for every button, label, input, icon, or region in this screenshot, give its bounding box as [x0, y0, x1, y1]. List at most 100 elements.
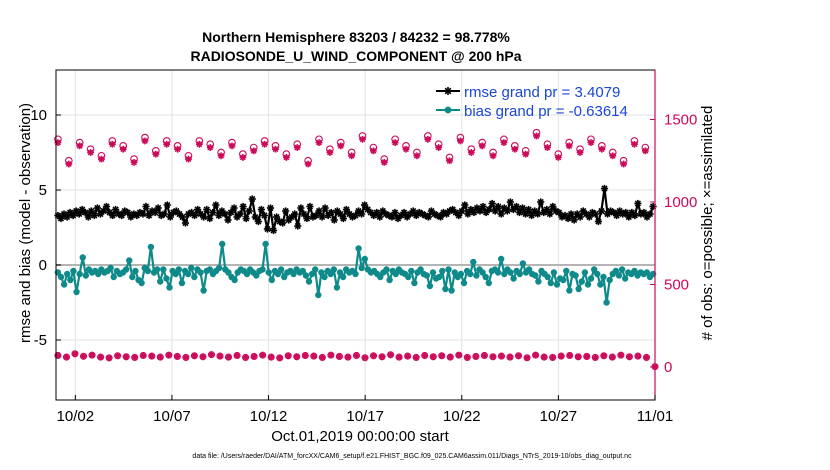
rmse-point	[503, 207, 511, 215]
bias-point	[265, 269, 272, 276]
rmse-point	[145, 211, 153, 220]
bias-point	[460, 279, 468, 287]
rmse-point	[239, 202, 247, 211]
rmse-point	[464, 210, 472, 218]
rmse-point	[640, 208, 648, 217]
obs-assimilated-point-low	[251, 353, 258, 360]
bias-point	[621, 275, 629, 282]
bias-point	[358, 264, 365, 272]
legend-label-rmse: rmse grand pr = 3.4079	[464, 84, 620, 101]
rmse-point	[521, 210, 530, 218]
rmse-point	[479, 202, 487, 211]
obs-assimilated-point-low	[157, 354, 164, 361]
legend-label-bias: bias grand pr = -0.63614	[464, 103, 628, 120]
bias-point	[129, 273, 136, 281]
rmse-point	[391, 208, 399, 217]
obs-assimilated-point	[87, 149, 94, 156]
obs-assimilated-point-low	[472, 353, 479, 360]
rmse-point	[75, 210, 83, 218]
obs-assimilated-point	[435, 144, 443, 151]
rmse-point	[576, 213, 584, 221]
rmse-point	[90, 211, 98, 220]
bias-point	[519, 260, 527, 267]
obs-assimilated-point-low	[541, 354, 548, 361]
obs-assimilated-point-low	[234, 352, 241, 359]
rmse-point	[99, 207, 108, 215]
rmse-point	[124, 208, 132, 217]
obs-assimilated-point-low	[489, 353, 496, 360]
bias-point	[132, 267, 139, 275]
obs-assimilated-point	[119, 145, 127, 153]
rmse-point	[351, 211, 360, 220]
obs-count-series	[54, 128, 659, 371]
bias-point	[157, 278, 164, 285]
rmse-point	[455, 211, 463, 220]
bias-point	[411, 279, 418, 287]
rmse-point	[260, 211, 269, 220]
rmse-point	[294, 222, 302, 230]
rmse-point	[291, 210, 299, 218]
bias-point	[473, 272, 480, 279]
obs-assimilated-point-low	[634, 353, 641, 360]
rmse-point	[242, 214, 250, 223]
rmse-point	[212, 201, 220, 209]
bias-point	[281, 273, 288, 281]
rmse-point	[194, 205, 202, 214]
data-file-footnote: data file: /Users/raeder/DAI/ATM_forcXX/…	[192, 453, 632, 460]
bias-point	[612, 267, 620, 275]
bias-point	[259, 266, 266, 273]
obs-assimilated-point-low	[600, 352, 607, 359]
rmse-point	[357, 210, 366, 218]
rmse-point	[485, 205, 493, 214]
bias-point	[290, 270, 297, 278]
tick-label-right: 1000	[664, 194, 697, 211]
rmse-point	[263, 225, 272, 233]
obs-assimilated-point-low	[387, 351, 394, 358]
rmse-point	[203, 205, 211, 214]
bias-point	[153, 266, 161, 273]
obs-assimilated-point-low	[148, 353, 155, 360]
bias-point	[231, 276, 238, 284]
bias-point	[57, 273, 65, 281]
obs-assimilated-point-low	[140, 352, 147, 359]
obs-assimilated-point-low	[319, 354, 326, 361]
rmse-point	[591, 210, 599, 218]
obs-assimilated-point	[163, 140, 171, 148]
bias-point	[594, 270, 601, 278]
bias-point	[268, 276, 276, 284]
bias-point	[535, 278, 542, 285]
obs-assimilated-point	[304, 160, 312, 168]
tick-label-right: 1500	[664, 112, 697, 129]
obs-assimilated-point-low	[259, 352, 266, 359]
bias-point	[429, 269, 437, 276]
rmse-point	[154, 204, 162, 212]
obs-assimilated-point-low	[583, 353, 590, 360]
bias-point	[643, 269, 651, 276]
legend-marker-rmse-star	[444, 87, 452, 95]
rmse-point	[373, 208, 381, 217]
rmse-point	[300, 210, 308, 218]
rmse-point	[339, 214, 347, 223]
obs-assimilated-point	[576, 149, 584, 156]
rmse-point	[269, 226, 278, 235]
obs-assimilated-point	[544, 144, 551, 151]
obs-assimilated-point-low	[336, 353, 343, 360]
rmse-point	[327, 208, 335, 217]
rmse-point	[57, 214, 65, 223]
obs-assimilated-point-low	[63, 354, 70, 361]
rmse-point	[215, 211, 223, 220]
obs-assimilated-point	[631, 140, 638, 148]
bias-point	[60, 281, 68, 288]
bias-point	[138, 279, 145, 287]
bias-point	[339, 273, 347, 281]
obs-assimilated-point-low	[617, 352, 624, 359]
legend: rmse grand pr = 3.4079 bias grand pr = -…	[436, 84, 628, 120]
bias-point	[466, 270, 474, 278]
bias-point	[494, 269, 502, 276]
bias-point	[426, 282, 434, 290]
obs-assimilated-point-low	[225, 354, 232, 361]
bias-point	[330, 266, 338, 273]
rmse-point	[528, 211, 536, 220]
obs-assimilated-point-low	[421, 352, 428, 359]
bias-point	[404, 273, 412, 281]
